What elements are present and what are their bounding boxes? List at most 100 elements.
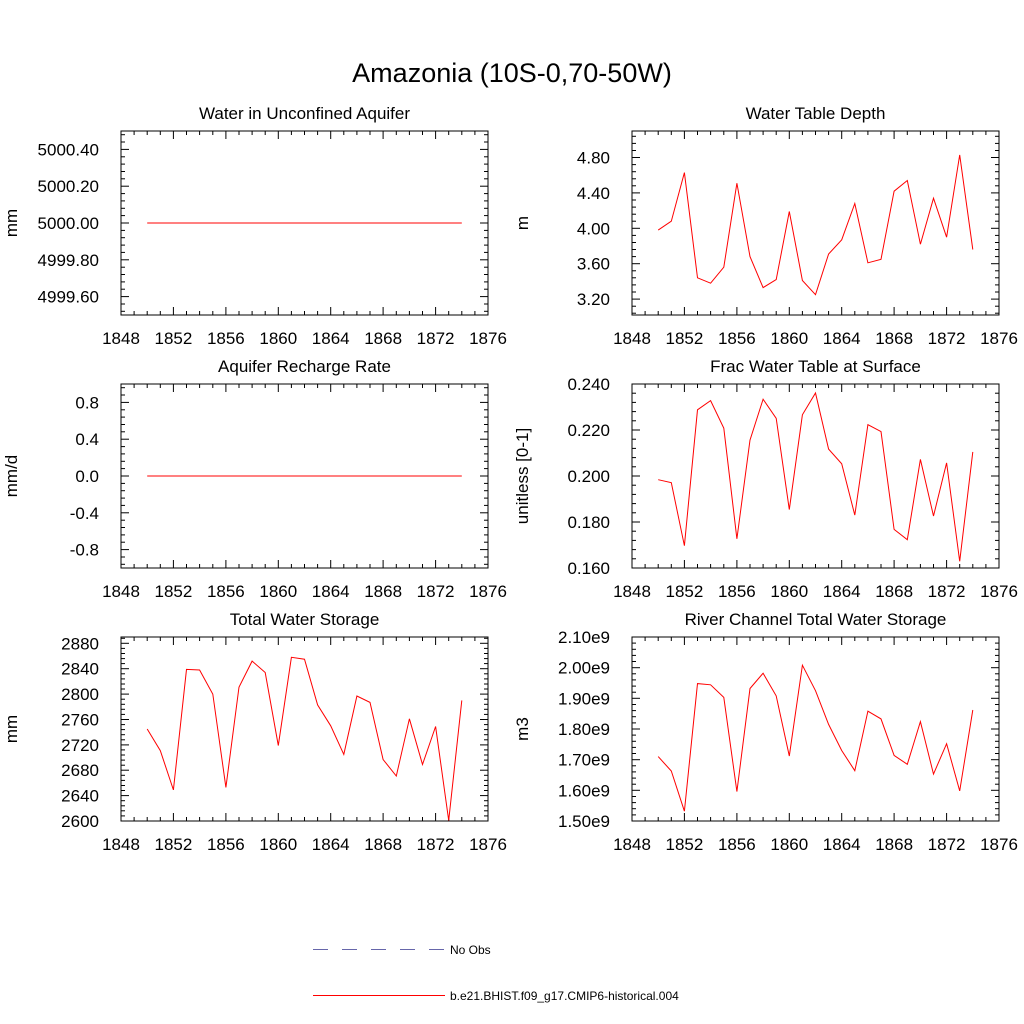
x-tick-label: 1872 xyxy=(417,582,455,601)
series-line xyxy=(657,663,974,812)
plot-frame xyxy=(631,636,1000,822)
x-tick-label: 1864 xyxy=(823,582,861,601)
chart-panel-total-water-storage: Total Water Storage mm 1848 1852 1856 1860 186… xyxy=(2,610,507,854)
y-tick-label: 3.60 xyxy=(577,255,610,274)
y-tick-label: 0.200 xyxy=(567,467,610,486)
y-tick-label: 4999.60 xyxy=(38,288,99,307)
chart-panel-frac-water-table: Frac Water Table at Surface unitless [0-1… xyxy=(513,357,1018,601)
chart-title: River Channel Total Water Storage xyxy=(685,610,947,629)
chart-title: Frac Water Table at Surface xyxy=(710,357,921,376)
x-tick-label: 1860 xyxy=(770,329,808,348)
x-tick-label: 1856 xyxy=(207,835,245,854)
y-axis-label: unitless [0-1] xyxy=(513,428,532,524)
x-tick-label: 1876 xyxy=(980,582,1018,601)
y-tick-label: 1.50e9 xyxy=(558,812,610,831)
x-tick-label: 1848 xyxy=(613,329,651,348)
y-tick-label: 2760 xyxy=(61,710,99,729)
x-tick-label: 1864 xyxy=(312,329,350,348)
x-tick-label: 1848 xyxy=(613,582,651,601)
legend-label-model: b.e21.BHIST.f09_g17.CMIP6-historical.004 xyxy=(450,989,679,1003)
chart-title: Water in Unconfined Aquifer xyxy=(199,104,410,123)
x-tick-label: 1872 xyxy=(417,329,455,348)
y-tick-label: 1.90e9 xyxy=(558,689,610,708)
chart-panels: Water in Unconfined Aquifer mm 1848 1852 185… xyxy=(2,104,1018,854)
y-axis-label: m xyxy=(513,216,532,230)
y-tick-label: 4.00 xyxy=(577,219,610,238)
x-tick-label: 1848 xyxy=(102,582,140,601)
y-axis-label: mm xyxy=(2,715,21,743)
x-tick-label: 1860 xyxy=(259,835,297,854)
x-tick-label: 1868 xyxy=(364,329,402,348)
x-tick-label: 1856 xyxy=(207,329,245,348)
x-tick-label: 1852 xyxy=(666,835,704,854)
x-tick-label: 1872 xyxy=(928,582,966,601)
legend-entry-model: b.e21.BHIST.f09_g17.CMIP6-historical.004 xyxy=(313,989,679,1003)
x-tick-label: 1868 xyxy=(364,582,402,601)
series-line xyxy=(657,154,974,296)
y-tick-label: 2880 xyxy=(61,634,99,653)
y-tick-label: 2720 xyxy=(61,736,99,755)
x-tick-label: 1876 xyxy=(980,329,1018,348)
x-tick-label: 1864 xyxy=(312,582,350,601)
x-tick-label: 1848 xyxy=(102,835,140,854)
y-tick-label: 2.10e9 xyxy=(558,628,610,647)
y-tick-label: 2680 xyxy=(61,761,99,780)
y-tick-label: -0.8 xyxy=(70,541,99,560)
y-tick-label: 1.60e9 xyxy=(558,781,610,800)
x-tick-label: 1864 xyxy=(823,329,861,348)
x-tick-label: 1848 xyxy=(613,835,651,854)
chart-title: Aquifer Recharge Rate xyxy=(218,357,391,376)
plot-frame xyxy=(631,383,1000,569)
x-tick-label: 1852 xyxy=(155,329,193,348)
chart-panel-aquifer-water: Water in Unconfined Aquifer mm 1848 1852 185… xyxy=(2,104,507,348)
chart-title: Water Table Depth xyxy=(746,104,886,123)
legend-label-no-obs: No Obs xyxy=(450,943,491,957)
x-tick-label: 1868 xyxy=(875,835,913,854)
x-tick-label: 1852 xyxy=(666,582,704,601)
x-tick-label: 1876 xyxy=(980,835,1018,854)
y-tick-label: 0.180 xyxy=(567,513,610,532)
series-line xyxy=(658,391,974,562)
y-axis-label: m3 xyxy=(513,717,532,741)
x-tick-label: 1852 xyxy=(155,582,193,601)
x-tick-label: 1872 xyxy=(928,835,966,854)
y-tick-label: 2800 xyxy=(61,685,99,704)
x-tick-label: 1876 xyxy=(469,582,507,601)
y-tick-label: 1.80e9 xyxy=(558,720,610,739)
y-tick-label: 5000.00 xyxy=(38,214,99,233)
x-tick-label: 1876 xyxy=(469,329,507,348)
y-tick-label: 0.8 xyxy=(75,393,99,412)
y-axis-label: mm xyxy=(2,209,21,237)
x-tick-label: 1868 xyxy=(364,835,402,854)
y-axis-label: mm/d xyxy=(2,455,21,498)
y-tick-label: 2.00e9 xyxy=(558,659,610,678)
x-tick-label: 1856 xyxy=(207,582,245,601)
y-tick-label: 5000.40 xyxy=(38,140,99,159)
y-tick-label: -0.4 xyxy=(70,504,99,523)
x-tick-label: 1868 xyxy=(875,582,913,601)
x-tick-label: 1876 xyxy=(469,835,507,854)
x-tick-label: 1872 xyxy=(928,329,966,348)
y-tick-label: 4.80 xyxy=(577,149,610,168)
y-tick-label: 0.4 xyxy=(75,430,99,449)
y-tick-label: 0.0 xyxy=(75,467,99,486)
x-tick-label: 1852 xyxy=(155,835,193,854)
y-tick-label: 2640 xyxy=(61,787,99,806)
figure-title: Amazonia (10S-0,70-50W) xyxy=(352,58,672,88)
plot-frame xyxy=(120,636,489,822)
x-tick-label: 1860 xyxy=(259,329,297,348)
y-tick-label: 4.40 xyxy=(577,184,610,203)
x-tick-label: 1856 xyxy=(718,329,756,348)
y-tick-label: 1.70e9 xyxy=(558,751,610,770)
y-tick-label: 0.220 xyxy=(567,421,610,440)
x-tick-label: 1872 xyxy=(417,835,455,854)
y-tick-label: 4999.80 xyxy=(38,251,99,270)
x-tick-label: 1856 xyxy=(718,835,756,854)
x-tick-label: 1864 xyxy=(823,835,861,854)
x-tick-label: 1852 xyxy=(666,329,704,348)
x-tick-label: 1860 xyxy=(770,835,808,854)
legend: No Obs b.e21.BHIST.f09_g17.CMIP6-histori… xyxy=(313,943,679,1003)
y-tick-label: 0.160 xyxy=(567,559,610,578)
